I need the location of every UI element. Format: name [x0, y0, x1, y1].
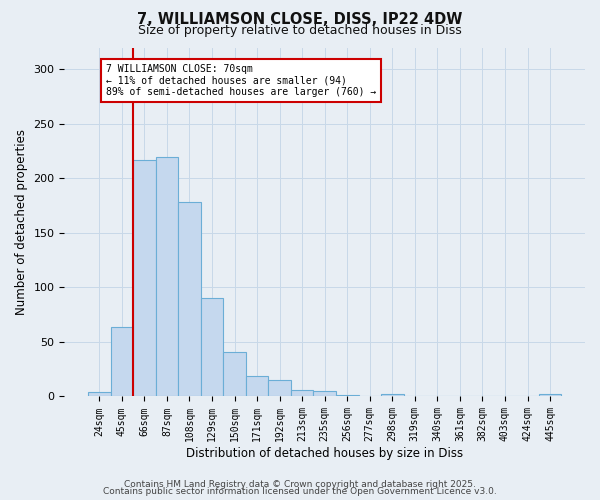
Text: 7, WILLIAMSON CLOSE, DISS, IP22 4DW: 7, WILLIAMSON CLOSE, DISS, IP22 4DW	[137, 12, 463, 28]
Y-axis label: Number of detached properties: Number of detached properties	[15, 129, 28, 315]
X-axis label: Distribution of detached houses by size in Diss: Distribution of detached houses by size …	[186, 447, 463, 460]
Bar	[381, 394, 404, 396]
Bar	[133, 160, 155, 396]
Text: 7 WILLIAMSON CLOSE: 70sqm
← 11% of detached houses are smaller (94)
89% of semi-: 7 WILLIAMSON CLOSE: 70sqm ← 11% of detac…	[106, 64, 376, 97]
Bar	[246, 376, 268, 396]
Bar	[155, 156, 178, 396]
Text: Contains public sector information licensed under the Open Government Licence v3: Contains public sector information licen…	[103, 487, 497, 496]
Text: Size of property relative to detached houses in Diss: Size of property relative to detached ho…	[138, 24, 462, 37]
Text: Contains HM Land Registry data © Crown copyright and database right 2025.: Contains HM Land Registry data © Crown c…	[124, 480, 476, 489]
Bar	[268, 380, 291, 396]
Bar	[88, 392, 110, 396]
Bar	[178, 202, 201, 396]
Bar	[539, 394, 562, 396]
Bar	[313, 391, 336, 396]
Bar	[201, 298, 223, 396]
Bar	[291, 390, 313, 396]
Bar	[223, 352, 246, 397]
Bar	[110, 326, 133, 396]
